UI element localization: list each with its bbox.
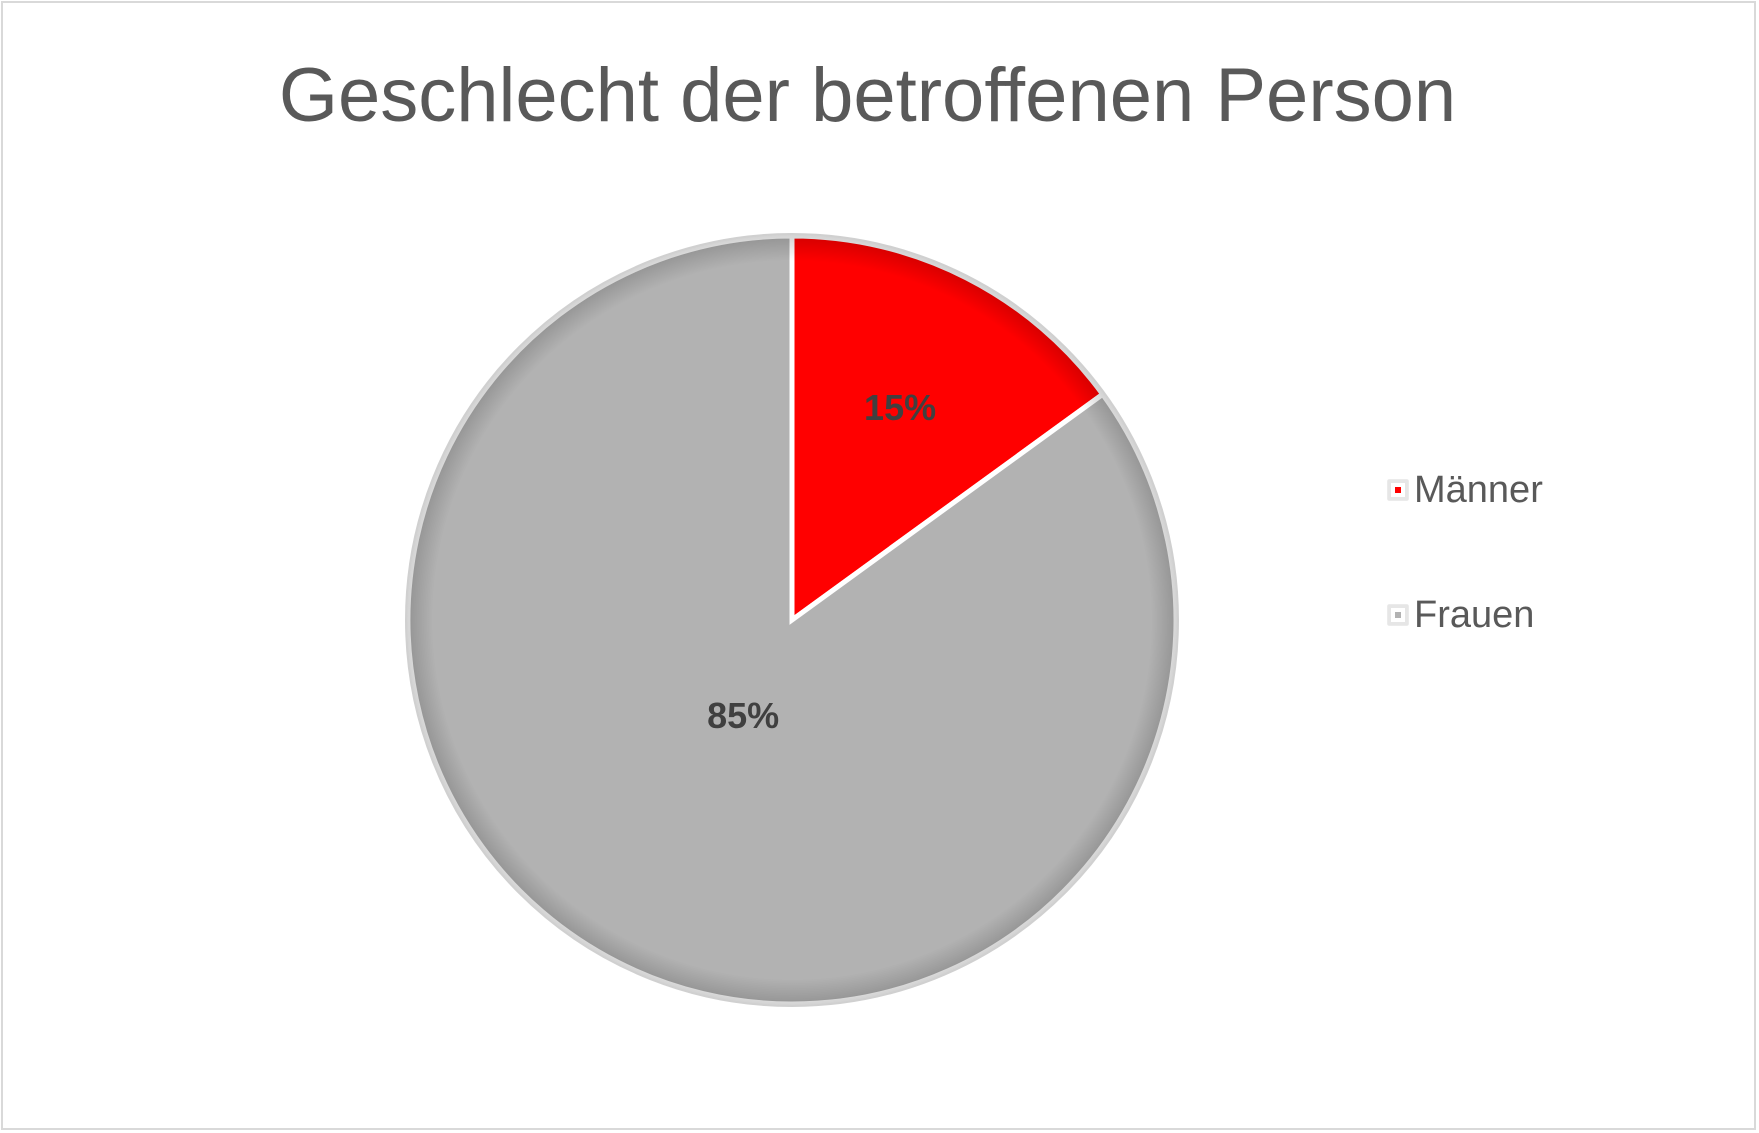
legend-label-frauen: Frauen [1414, 593, 1535, 636]
data-label-maenner: 15% [864, 387, 936, 428]
chart-title: Geschlecht der betroffenen Person [278, 53, 1457, 138]
legend-swatch-maenner [1388, 480, 1408, 500]
legend-item-maenner: Männer [1388, 468, 1543, 511]
legend: Männer Frauen [1388, 468, 1543, 720]
pie-rim [405, 233, 1179, 1007]
legend-swatch-frauen [1388, 605, 1408, 625]
legend-label-maenner: Männer [1414, 468, 1543, 511]
legend-item-frauen: Frauen [1388, 593, 1543, 636]
data-label-frauen: 85% [707, 695, 779, 736]
